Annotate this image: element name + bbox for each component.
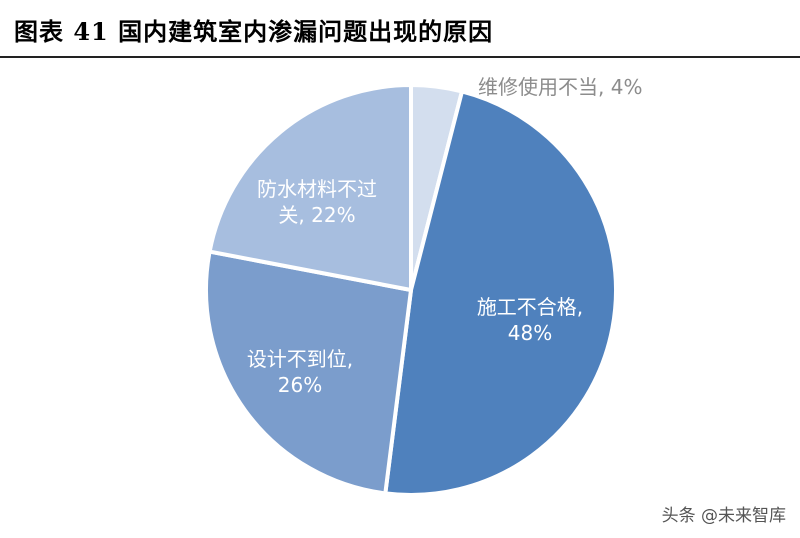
slice-label: 施工不合格, 48% (455, 294, 605, 346)
value-label: 22% (311, 203, 356, 227)
title-rule (0, 56, 800, 58)
category-label: 防水材料不过关, (257, 177, 377, 227)
pie-slice (383, 89, 618, 497)
category-label: 维修使用不当, (478, 75, 605, 99)
slice-label: 维修使用不当, 4% (478, 74, 642, 100)
slice-label: 设计不到位, 26% (225, 346, 375, 398)
value-label: 48% (507, 321, 553, 345)
pie-slice (207, 83, 413, 292)
category-label: 设计不到位, (246, 347, 354, 371)
pie-slice (204, 249, 413, 496)
value-label: 26% (277, 373, 323, 397)
category-label: 施工不合格, (476, 295, 584, 319)
slice-label: 防水材料不过关, 22% (252, 176, 382, 228)
chart-title: 图表 41 国内建筑室内渗漏问题出现的原因 (14, 17, 494, 46)
watermark: 头条 @未来智库 (661, 506, 786, 526)
value-label: 4% (610, 75, 643, 99)
